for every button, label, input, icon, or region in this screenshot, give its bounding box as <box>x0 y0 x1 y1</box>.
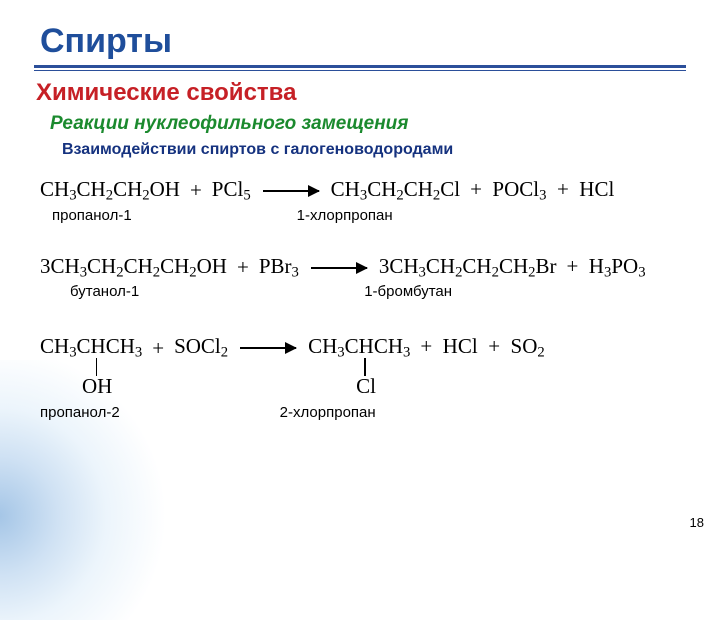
reaction-3-reactant-main: CH3CHCH3 <box>40 334 142 358</box>
reaction-2-right-label: 1-бромбутан <box>364 283 452 300</box>
page-number: 18 <box>690 515 704 530</box>
plus-sign: + <box>190 178 202 203</box>
reaction-1-right-label: 1-хлорпропан <box>297 207 393 224</box>
label-spacer <box>120 404 280 421</box>
reaction-2-product: 3CH3CH2CH2CH2Br <box>379 254 557 282</box>
reaction-3-product-pendant: Cl <box>356 376 376 397</box>
label-spacer <box>132 207 297 224</box>
reaction-2-reactant: 3CH3CH2CH2CH2OH <box>40 254 227 282</box>
subsection-title: Взаимодействии спиртов с галогеноводород… <box>62 141 686 159</box>
reaction-1: CH3CH2CH2OH + PCl5 CH3CH2CH2Cl + POCl3 +… <box>40 177 686 224</box>
section-title: Реакции нуклеофильного замещения <box>50 113 686 135</box>
reaction-2: 3CH3CH2CH2CH2OH + PBr3 3CH3CH2CH2CH2Br +… <box>40 254 686 301</box>
reaction-2-reagent: PBr3 <box>259 254 299 282</box>
reaction-3: CH3CHCH3 OH + SOCl2 CH3CHCH3 Cl + HCl + … <box>40 334 686 421</box>
reaction-3-reactant-pendant: OH <box>82 376 112 397</box>
reactions-area: CH3CH2CH2OH + PCl5 CH3CH2CH2Cl + POCl3 +… <box>40 177 686 421</box>
reaction-2-labels: бутанол-1 1-бромбутан <box>40 283 686 300</box>
reaction-1-reactant: CH3CH2CH2OH <box>40 177 180 205</box>
reaction-1-left-label: пропанол-1 <box>52 207 132 224</box>
reaction-3-reagent: SOCl2 <box>174 334 228 362</box>
arrow-icon <box>263 190 319 192</box>
reaction-1-labels: пропанол-1 1-хлорпропан <box>40 207 686 224</box>
reaction-2-equation: 3CH3CH2CH2CH2OH + PBr3 3CH3CH2CH2CH2Br +… <box>40 254 686 282</box>
plus-sign: + <box>152 336 164 361</box>
reaction-3-product-main: CH3CHCH3 <box>308 334 410 358</box>
reaction-1-reagent: PCl5 <box>212 177 251 205</box>
label-spacer <box>139 283 364 300</box>
arrow-icon <box>311 267 367 269</box>
title-rule-thick <box>34 65 686 68</box>
reaction-3-left-label: пропанол-2 <box>40 404 120 421</box>
reaction-2-tail: + H3PO3 <box>566 254 645 282</box>
reaction-3-reactant-structure: CH3CHCH3 OH <box>40 336 142 360</box>
subtitle: Химические свойства <box>36 79 686 107</box>
reaction-3-product-structure: CH3CHCH3 Cl <box>308 336 410 360</box>
arrow-icon <box>240 347 296 349</box>
reaction-1-product: CH3CH2CH2Cl <box>331 177 460 205</box>
reaction-3-right-label: 2-хлорпропан <box>280 404 376 421</box>
reaction-3-tail: + HCl + SO2 <box>420 334 544 362</box>
reaction-1-tail: + POCl3 + HCl <box>470 177 614 205</box>
reaction-3-labels: пропанол-2 2-хлорпропан <box>40 404 686 421</box>
title-rule-thin <box>34 70 686 71</box>
reaction-2-left-label: бутанол-1 <box>70 283 139 300</box>
slide-container: Спирты Химические свойства Реакции нукле… <box>0 0 720 540</box>
page-title: Спирты <box>40 22 686 61</box>
reaction-3-equation: CH3CHCH3 OH + SOCl2 CH3CHCH3 Cl + HCl + … <box>40 334 686 362</box>
plus-sign: + <box>237 255 249 280</box>
reaction-1-equation: CH3CH2CH2OH + PCl5 CH3CH2CH2Cl + POCl3 +… <box>40 177 686 205</box>
